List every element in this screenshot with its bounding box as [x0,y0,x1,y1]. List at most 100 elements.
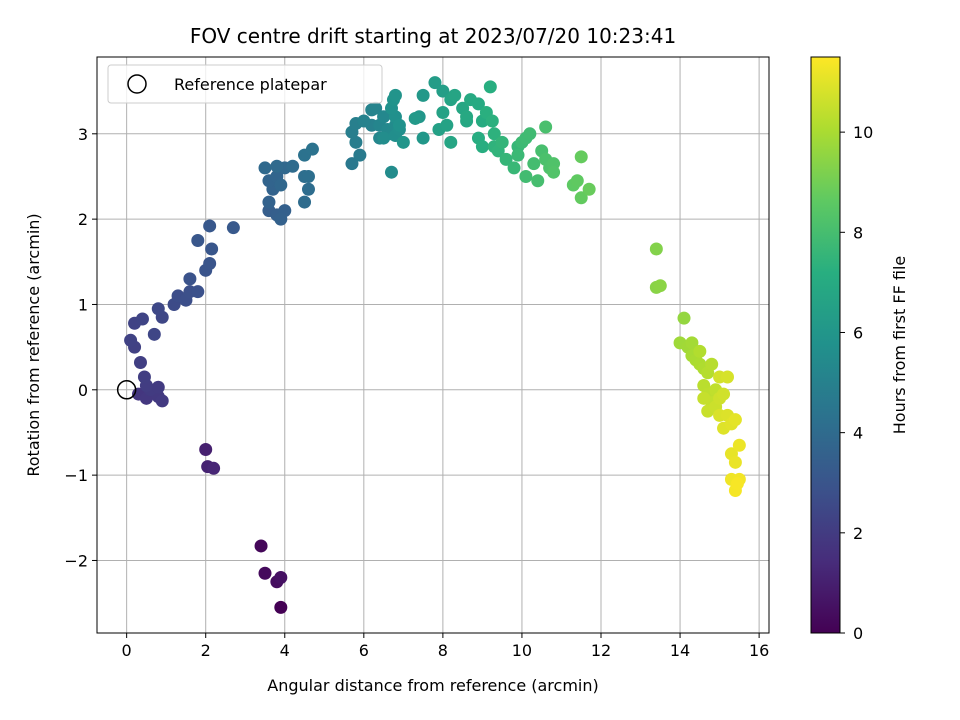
data-point [155,394,169,408]
data-point [191,285,205,299]
data-point [286,159,300,173]
data-point [199,443,213,457]
data-point [499,152,513,166]
data-point [720,370,734,384]
data-point [258,161,272,175]
colorbar-tick-label: 6 [853,323,863,342]
data-point [388,88,402,102]
data-point [274,571,288,585]
data-point [547,165,561,179]
data-point [705,357,719,371]
data-point [392,118,406,132]
data-point [345,157,359,171]
data-point [574,150,588,164]
data-point [730,477,744,491]
data-point [728,413,742,427]
data-point [487,127,501,141]
data-point [207,461,221,475]
data-point [301,169,315,183]
data-point [495,135,509,149]
data-point [519,169,533,183]
data-point [697,391,711,405]
data-point [531,174,545,188]
colorbar-tick-label: 4 [853,424,863,443]
y-axis: −2 −1 0 1 2 3 [64,125,97,570]
y-tick-label: −1 [64,466,88,485]
data-point [298,195,312,209]
data-point [471,97,485,111]
x-axis-label: Angular distance from reference (arcmin) [267,676,598,695]
reference-platepar-marker [116,380,137,400]
data-point [262,195,276,209]
chart-title: FOV centre drift starting at 2023/07/20 … [190,24,676,48]
data-point [301,182,315,196]
data-point [444,135,458,149]
data-point [254,539,268,553]
x-tick-label: 16 [749,641,769,660]
y-tick-label: −2 [64,551,88,570]
data-point [183,272,197,286]
data-point [653,279,667,293]
data-point [396,135,410,149]
data-point [527,157,541,171]
x-tick-label: 10 [512,641,532,660]
data-point [151,380,165,394]
data-points [116,76,746,614]
data-point [436,84,450,98]
colorbar-tick-label: 8 [853,223,863,242]
data-point [436,105,450,119]
data-point [732,438,746,452]
data-point [677,311,691,325]
data-point [475,140,489,154]
data-point [570,174,584,188]
data-point [203,257,217,271]
x-tick-label: 2 [201,641,211,660]
data-point [147,327,161,341]
colorbar: 0 2 4 6 8 10 Hours from first FF file [810,56,909,643]
colorbar-gradient [810,56,841,634]
data-point [511,148,525,162]
data-point [353,148,367,162]
x-tick-label: 6 [359,641,369,660]
y-tick-label: 0 [78,381,88,400]
data-point [685,336,699,350]
data-point [274,600,288,614]
x-axis: 0 2 4 6 8 10 12 14 16 [122,633,769,660]
data-point [728,455,742,469]
data-point [369,101,383,115]
colorbar-tick-label: 2 [853,524,863,543]
data-point [507,161,521,175]
data-point [274,178,288,192]
data-point [226,221,240,235]
x-tick-label: 8 [438,641,448,660]
x-tick-label: 14 [670,641,690,660]
data-point [693,344,707,358]
data-point [416,131,430,145]
data-point [357,114,371,128]
legend: Reference platepar [107,64,383,104]
colorbar-tick-label: 10 [853,123,873,142]
data-point [377,110,391,124]
data-point [485,114,499,128]
x-tick-label: 0 [122,641,132,660]
data-point [151,302,165,316]
data-point [416,88,430,102]
colorbar-label: Hours from first FF file [890,256,909,435]
legend-entry-reference: Reference platepar [174,75,327,94]
data-point [539,120,553,134]
data-point [384,165,398,179]
y-axis-label: Rotation from reference (arcmin) [24,213,43,476]
data-point [133,355,147,369]
data-point [270,159,284,173]
data-point [124,333,138,347]
data-point [483,80,497,94]
data-point [203,219,217,233]
data-point [649,242,663,256]
colorbar-ticks: 0 2 4 6 8 10 [840,123,873,643]
y-tick-label: 1 [78,295,88,314]
x-tick-label: 12 [591,641,611,660]
data-point [137,370,151,384]
data-point [274,212,288,226]
data-point [408,111,422,125]
